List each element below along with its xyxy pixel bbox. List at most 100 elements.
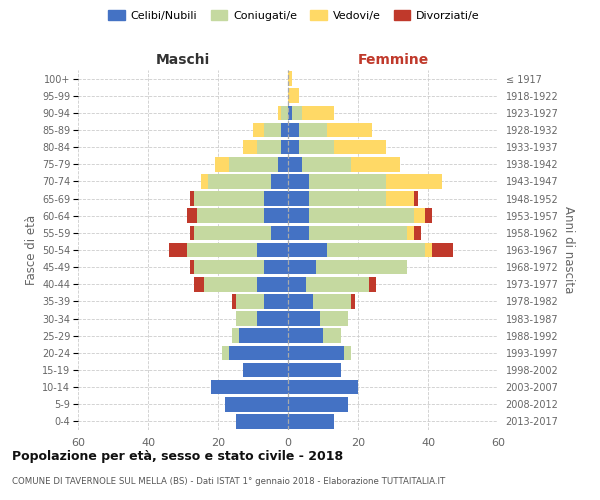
Bar: [271, 174, 288, 188]
Bar: [425, 208, 431, 223]
Bar: [288, 380, 358, 394]
Bar: [414, 192, 418, 206]
Bar: [197, 208, 263, 223]
Bar: [288, 140, 299, 154]
Bar: [169, 242, 187, 258]
Bar: [257, 277, 288, 291]
Bar: [316, 260, 407, 274]
Bar: [313, 294, 351, 308]
Bar: [351, 294, 355, 308]
Bar: [288, 362, 341, 378]
Bar: [187, 208, 197, 223]
Text: Popolazione per età, sesso e stato civile - 2018: Popolazione per età, sesso e stato civil…: [12, 450, 343, 463]
Bar: [302, 106, 334, 120]
Bar: [193, 192, 263, 206]
Bar: [281, 106, 288, 120]
Bar: [414, 226, 421, 240]
Bar: [281, 140, 288, 154]
Bar: [232, 328, 239, 343]
Bar: [193, 226, 271, 240]
Bar: [263, 208, 288, 223]
Bar: [302, 157, 351, 172]
Bar: [215, 157, 229, 172]
Bar: [235, 414, 288, 428]
Bar: [242, 362, 288, 378]
Bar: [288, 122, 299, 138]
Bar: [229, 157, 277, 172]
Bar: [221, 346, 229, 360]
Bar: [288, 260, 316, 274]
Bar: [235, 312, 257, 326]
Bar: [288, 72, 292, 86]
Bar: [386, 192, 414, 206]
Bar: [320, 312, 347, 326]
Bar: [309, 208, 414, 223]
Bar: [351, 157, 400, 172]
Bar: [407, 226, 414, 240]
Bar: [229, 346, 288, 360]
Bar: [263, 294, 288, 308]
Text: COMUNE DI TAVERNOLE SUL MELLA (BS) - Dati ISTAT 1° gennaio 2018 - Elaborazione T: COMUNE DI TAVERNOLE SUL MELLA (BS) - Dat…: [12, 478, 445, 486]
Bar: [288, 294, 313, 308]
Bar: [299, 140, 334, 154]
Bar: [190, 226, 193, 240]
Bar: [235, 294, 263, 308]
Legend: Celibi/Nubili, Coniugati/e, Vedovi/e, Divorziati/e: Celibi/Nubili, Coniugati/e, Vedovi/e, Di…: [104, 6, 484, 25]
Bar: [288, 226, 309, 240]
Bar: [309, 226, 407, 240]
Bar: [323, 328, 341, 343]
Bar: [190, 192, 193, 206]
Bar: [425, 242, 431, 258]
Bar: [305, 277, 368, 291]
Bar: [242, 140, 257, 154]
Y-axis label: Anni di nascita: Anni di nascita: [562, 206, 575, 294]
Bar: [281, 122, 288, 138]
Bar: [292, 106, 302, 120]
Bar: [187, 242, 257, 258]
Bar: [326, 122, 372, 138]
Bar: [309, 174, 386, 188]
Bar: [232, 294, 235, 308]
Bar: [386, 174, 442, 188]
Bar: [414, 208, 425, 223]
Bar: [288, 106, 292, 120]
Bar: [257, 140, 281, 154]
Bar: [309, 192, 386, 206]
Bar: [288, 328, 323, 343]
Bar: [204, 277, 257, 291]
Bar: [288, 312, 320, 326]
Bar: [288, 88, 299, 103]
Y-axis label: Fasce di età: Fasce di età: [25, 215, 38, 285]
Bar: [193, 277, 204, 291]
Bar: [334, 140, 386, 154]
Bar: [263, 122, 281, 138]
Bar: [263, 192, 288, 206]
Bar: [368, 277, 376, 291]
Text: Femmine: Femmine: [358, 52, 428, 66]
Bar: [190, 260, 193, 274]
Bar: [288, 414, 334, 428]
Bar: [299, 122, 326, 138]
Text: Maschi: Maschi: [156, 52, 210, 66]
Bar: [288, 242, 326, 258]
Bar: [288, 277, 305, 291]
Bar: [288, 208, 309, 223]
Bar: [257, 242, 288, 258]
Bar: [344, 346, 351, 360]
Bar: [253, 122, 263, 138]
Bar: [288, 174, 309, 188]
Bar: [288, 157, 302, 172]
Bar: [277, 157, 288, 172]
Bar: [239, 328, 288, 343]
Bar: [225, 397, 288, 411]
Bar: [326, 242, 425, 258]
Bar: [431, 242, 452, 258]
Bar: [257, 312, 288, 326]
Bar: [211, 380, 288, 394]
Bar: [271, 226, 288, 240]
Bar: [200, 174, 208, 188]
Bar: [193, 260, 263, 274]
Bar: [288, 192, 309, 206]
Bar: [208, 174, 271, 188]
Bar: [288, 397, 347, 411]
